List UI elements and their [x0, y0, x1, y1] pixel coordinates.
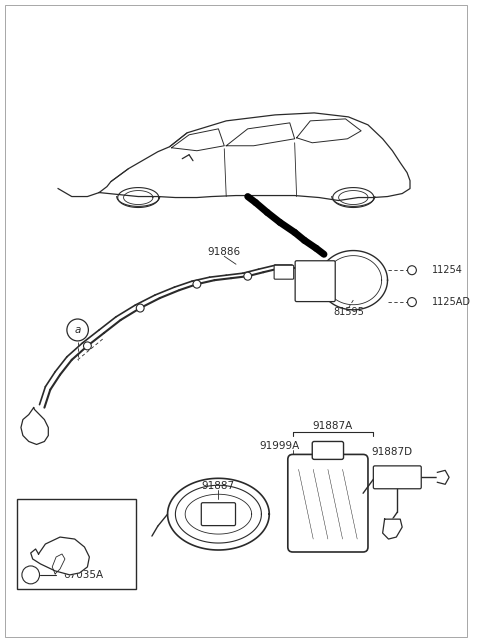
- Circle shape: [244, 272, 252, 280]
- Circle shape: [193, 280, 201, 288]
- Text: 91886: 91886: [208, 247, 241, 257]
- FancyBboxPatch shape: [201, 503, 236, 526]
- FancyBboxPatch shape: [288, 455, 368, 552]
- Circle shape: [84, 342, 91, 350]
- Circle shape: [408, 266, 416, 275]
- Text: 91887: 91887: [202, 482, 235, 491]
- FancyBboxPatch shape: [295, 261, 335, 302]
- Polygon shape: [383, 519, 402, 539]
- Text: 81595: 81595: [333, 307, 364, 317]
- FancyBboxPatch shape: [274, 265, 294, 279]
- FancyBboxPatch shape: [312, 442, 344, 460]
- Text: a: a: [28, 570, 34, 580]
- Text: 11254: 11254: [432, 265, 462, 275]
- FancyBboxPatch shape: [373, 466, 421, 489]
- Circle shape: [408, 298, 416, 307]
- FancyBboxPatch shape: [17, 499, 136, 589]
- Circle shape: [22, 566, 39, 584]
- Polygon shape: [437, 471, 449, 484]
- Polygon shape: [31, 537, 89, 575]
- Text: 91999A: 91999A: [260, 442, 300, 451]
- Text: 91887A: 91887A: [312, 421, 353, 431]
- Text: a: a: [74, 325, 81, 335]
- Circle shape: [67, 319, 88, 341]
- Text: 1125AD: 1125AD: [432, 297, 470, 307]
- Text: 67035A: 67035A: [63, 570, 104, 580]
- Text: 91887D: 91887D: [372, 447, 413, 458]
- Circle shape: [136, 304, 144, 312]
- Polygon shape: [21, 408, 48, 444]
